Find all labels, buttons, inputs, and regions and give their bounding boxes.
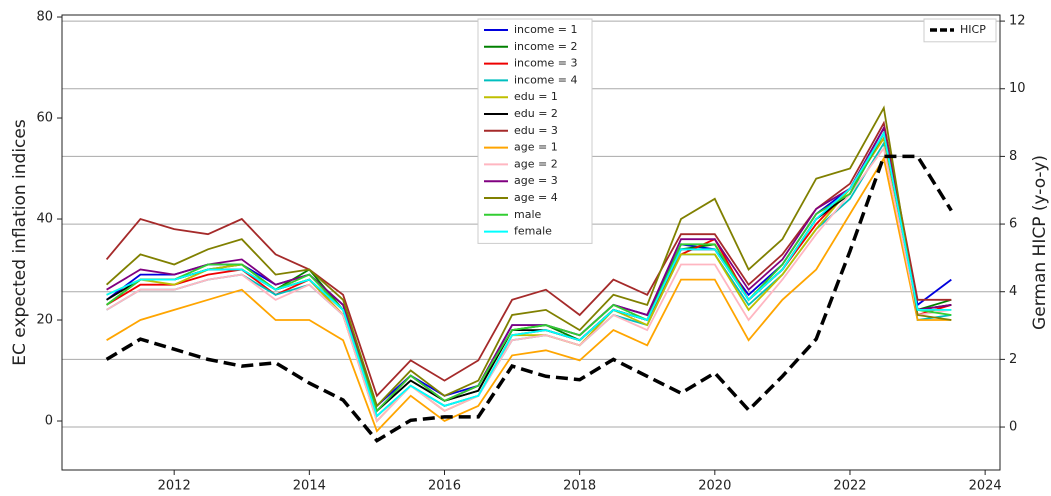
legend-label: edu = 1: [514, 90, 558, 103]
series-line: [106, 130, 952, 418]
legend-label: female: [514, 225, 552, 238]
legend-label: age = 1: [514, 141, 558, 154]
y2-tick-label: 8: [1009, 149, 1017, 164]
legend-box: [477, 18, 593, 244]
legend-label: income = 1: [514, 23, 578, 36]
y-axis-label: EC expected inflation indices: [10, 119, 30, 366]
x-tick-label: 2018: [563, 479, 596, 494]
series-line: [106, 125, 952, 413]
y2-tick-label: 6: [1009, 217, 1017, 232]
plot-frame: [61, 14, 1001, 471]
legend-label: age = 2: [514, 157, 558, 170]
series-line: [106, 146, 952, 423]
series-line: [105, 154, 953, 443]
legend-box: [923, 18, 997, 43]
legend-label: edu = 2: [514, 107, 558, 120]
y-tick-label: 40: [36, 212, 53, 227]
x-tick-label: 2014: [293, 479, 326, 494]
x-tick-label: 2012: [158, 479, 191, 494]
legend: income = 1 income = 2 income = 3 income = 4…: [477, 18, 593, 244]
y2-tick-label: 10: [1009, 81, 1026, 96]
legend-label: HICP: [960, 23, 986, 36]
series-line: [105, 105, 952, 408]
x-tick-label: 2016: [428, 479, 461, 494]
y2-tick-label: 12: [1009, 14, 1026, 29]
y-tick-label: 20: [36, 313, 53, 328]
y2-tick-label: 0: [1009, 420, 1017, 435]
legend-label: income = 4: [514, 73, 578, 86]
x-tick-label: 2022: [833, 479, 866, 494]
legend-label: income = 3: [514, 57, 578, 70]
y-tick-label: 80: [36, 10, 53, 25]
y2-tick-label: 2: [1009, 352, 1017, 367]
x-tick-label: 2020: [698, 479, 731, 494]
legend-label: income = 2: [514, 40, 578, 53]
legend-label: age = 3: [514, 174, 558, 187]
legend-label: edu = 3: [514, 124, 558, 137]
x-tick-label: 2024: [969, 479, 1002, 494]
y-tick-label: 0: [45, 414, 53, 429]
legend: HICP: [923, 18, 997, 43]
y-tick-label: 60: [36, 111, 53, 126]
y2-tick-label: 4: [1009, 284, 1017, 299]
series-line: [106, 155, 952, 433]
y2-axis-label: German HICP (y-o-y): [1030, 155, 1050, 330]
series-line: [106, 130, 952, 413]
legend-label: age = 4: [514, 191, 558, 204]
legend-label: male: [514, 208, 542, 221]
